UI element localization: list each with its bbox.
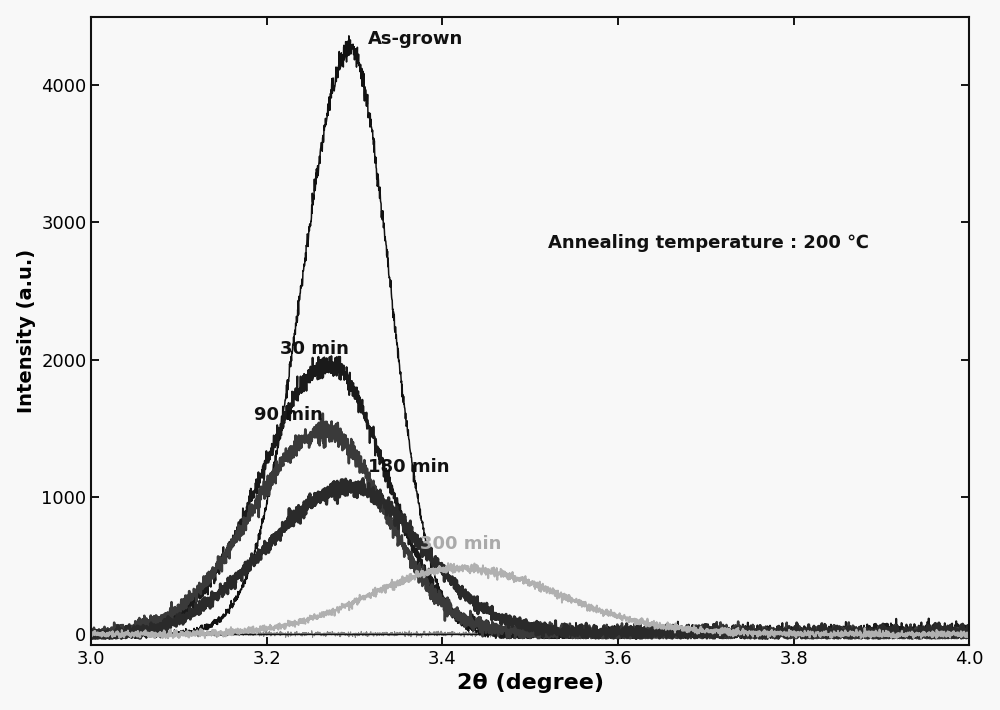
X-axis label: 2θ (degree): 2θ (degree) — [457, 673, 604, 694]
Text: 180 min: 180 min — [368, 458, 449, 476]
Text: 90 min: 90 min — [254, 406, 323, 424]
Text: 300 min: 300 min — [420, 535, 502, 553]
Y-axis label: Intensity (a.u.): Intensity (a.u.) — [17, 248, 36, 413]
Text: 30 min: 30 min — [280, 340, 349, 359]
Text: As-grown: As-grown — [368, 31, 463, 48]
Text: Annealing temperature : 200 ℃: Annealing temperature : 200 ℃ — [548, 234, 869, 252]
